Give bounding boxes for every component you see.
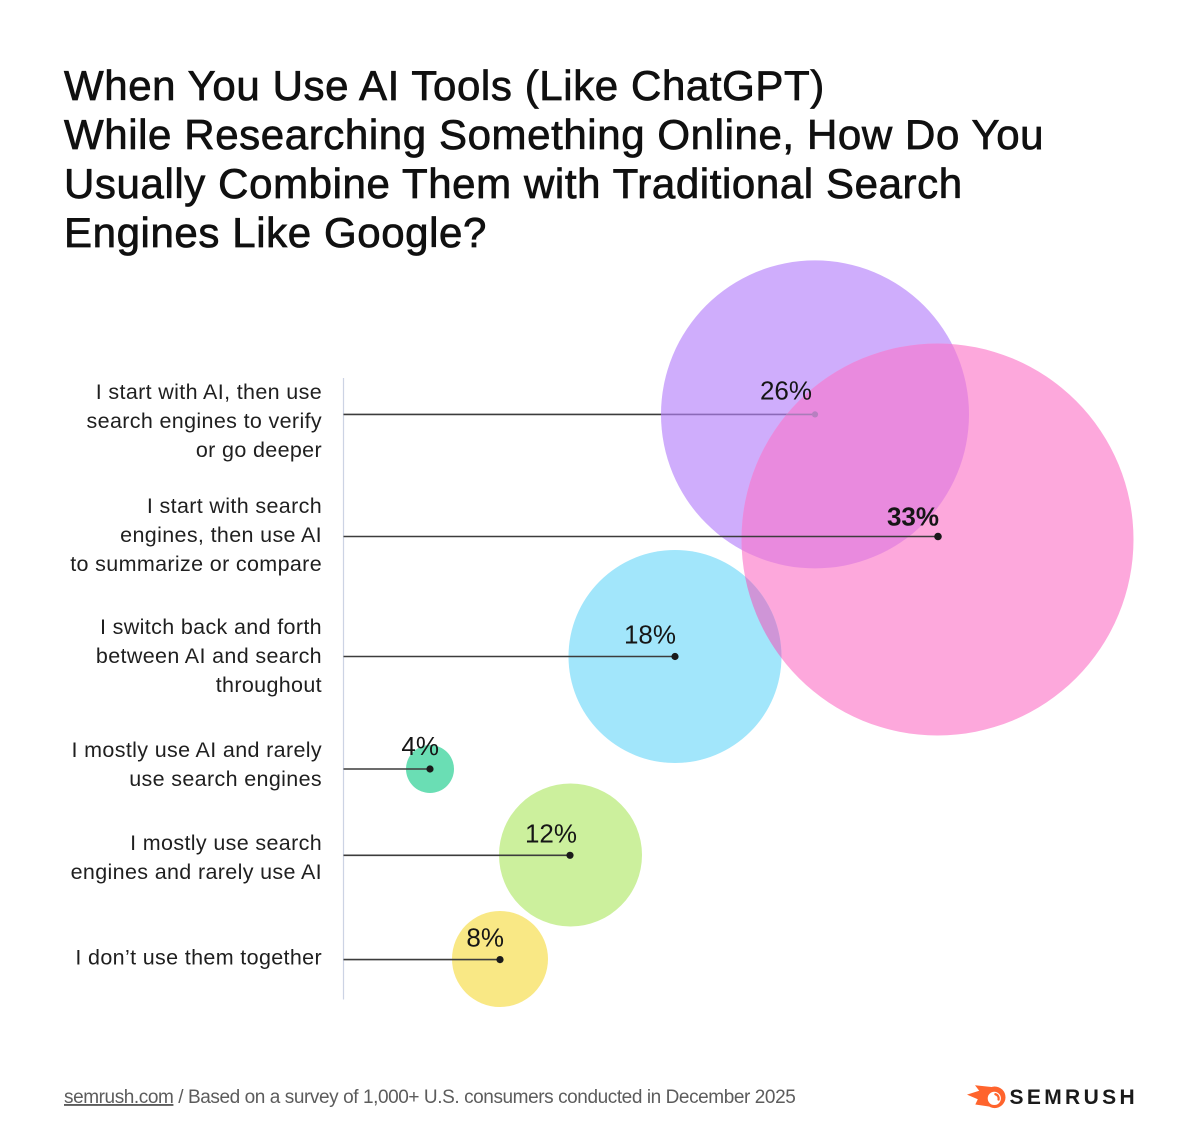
svg-text:I start with search: I start with search	[147, 494, 322, 518]
svg-text:4%: 4%	[401, 731, 439, 761]
svg-text:engines and rarely use AI: engines and rarely use AI	[71, 860, 322, 884]
svg-text:engines, then use AI: engines, then use AI	[120, 523, 322, 547]
svg-text:When You Use AI Tools (Like Ch: When You Use AI Tools (Like ChatGPT)	[64, 62, 825, 109]
svg-text:26%: 26%	[760, 376, 812, 406]
svg-text:throughout: throughout	[216, 673, 322, 697]
svg-text:Engines Like Google?: Engines Like Google?	[64, 209, 487, 256]
svg-text:While Researching Something On: While Researching Something Online, How …	[64, 111, 1044, 158]
svg-text:I switch back and forth: I switch back and forth	[100, 615, 322, 639]
svg-text:SEMRUSH: SEMRUSH	[1010, 1086, 1138, 1109]
svg-text:use search engines: use search engines	[129, 767, 322, 791]
svg-text:I don’t use them together: I don’t use them together	[75, 946, 322, 970]
svg-text:18%: 18%	[624, 620, 676, 650]
svg-text:8%: 8%	[466, 923, 504, 953]
svg-text:12%: 12%	[525, 819, 577, 849]
svg-text:semrush.com / Based on a surve: semrush.com / Based on a survey of 1,000…	[64, 1087, 795, 1108]
svg-text:Usually Combine Them with Trad: Usually Combine Them with Traditional Se…	[64, 160, 963, 207]
svg-text:33%: 33%	[887, 502, 939, 532]
svg-text:or go deeper: or go deeper	[196, 438, 322, 462]
svg-text:I mostly use search: I mostly use search	[130, 831, 322, 855]
svg-text:between AI and search: between AI and search	[96, 644, 322, 668]
svg-text:to summarize or compare: to summarize or compare	[70, 552, 322, 576]
svg-text:search engines to verify: search engines to verify	[87, 409, 322, 433]
svg-text:I mostly use AI and rarely: I mostly use AI and rarely	[72, 738, 322, 762]
svg-text:I start with AI, then use: I start with AI, then use	[96, 380, 322, 404]
